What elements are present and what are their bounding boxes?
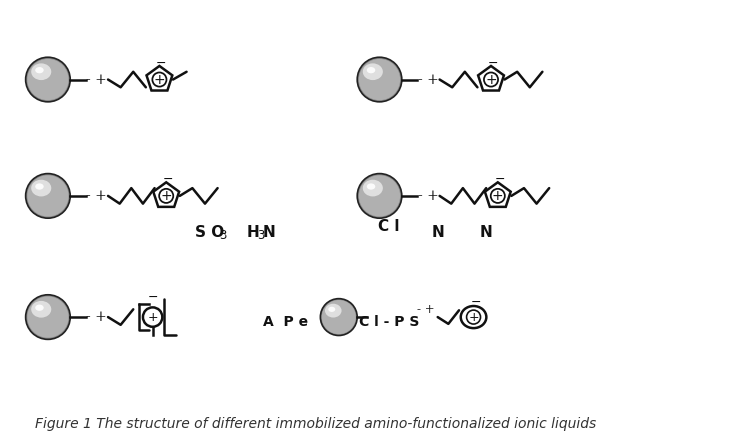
Text: −: − — [156, 56, 166, 69]
Text: +: + — [485, 73, 497, 86]
Ellipse shape — [357, 57, 402, 102]
Text: +: + — [160, 189, 172, 203]
Ellipse shape — [27, 59, 68, 100]
Text: +: + — [154, 73, 166, 86]
Ellipse shape — [320, 299, 357, 336]
Text: N: N — [480, 225, 492, 240]
Ellipse shape — [27, 175, 68, 216]
Text: A  P e: A P e — [263, 315, 308, 329]
Ellipse shape — [26, 57, 70, 102]
Ellipse shape — [325, 304, 342, 318]
Text: - +: - + — [417, 189, 439, 203]
Ellipse shape — [367, 183, 375, 190]
Text: - +: - + — [86, 73, 107, 86]
Ellipse shape — [31, 63, 52, 80]
Ellipse shape — [35, 67, 43, 73]
Ellipse shape — [357, 173, 402, 218]
Text: S O: S O — [195, 225, 224, 240]
Ellipse shape — [322, 300, 355, 334]
Ellipse shape — [328, 307, 336, 312]
Text: - +: - + — [417, 73, 439, 86]
Text: +: + — [492, 189, 503, 203]
Text: - +: - + — [86, 310, 107, 324]
Text: −: − — [470, 296, 481, 309]
Text: −: − — [488, 56, 498, 69]
Ellipse shape — [35, 305, 43, 311]
Text: - +: - + — [417, 303, 435, 316]
Ellipse shape — [27, 297, 68, 338]
Ellipse shape — [31, 301, 52, 318]
Ellipse shape — [26, 173, 70, 218]
Ellipse shape — [35, 183, 43, 190]
Text: 3: 3 — [219, 229, 226, 242]
Ellipse shape — [31, 180, 52, 196]
Text: +: + — [147, 310, 158, 323]
Text: H: H — [247, 225, 260, 240]
Text: +: + — [468, 310, 479, 323]
Text: N: N — [263, 225, 275, 240]
Text: N: N — [431, 225, 444, 240]
Text: −: − — [495, 173, 505, 186]
Text: −: − — [163, 173, 174, 186]
Text: −: − — [147, 291, 158, 304]
Text: 3: 3 — [258, 229, 265, 242]
Ellipse shape — [367, 67, 375, 73]
Text: Figure 1 The structure of different immobilized amino-functionalized ionic liqui: Figure 1 The structure of different immo… — [35, 417, 597, 431]
Text: C l: C l — [378, 220, 400, 234]
Ellipse shape — [363, 180, 383, 196]
Ellipse shape — [359, 175, 400, 216]
Text: - +: - + — [86, 189, 107, 203]
Ellipse shape — [26, 295, 70, 340]
Ellipse shape — [363, 63, 383, 80]
Ellipse shape — [359, 59, 400, 100]
Text: C l - P S: C l - P S — [359, 315, 420, 329]
